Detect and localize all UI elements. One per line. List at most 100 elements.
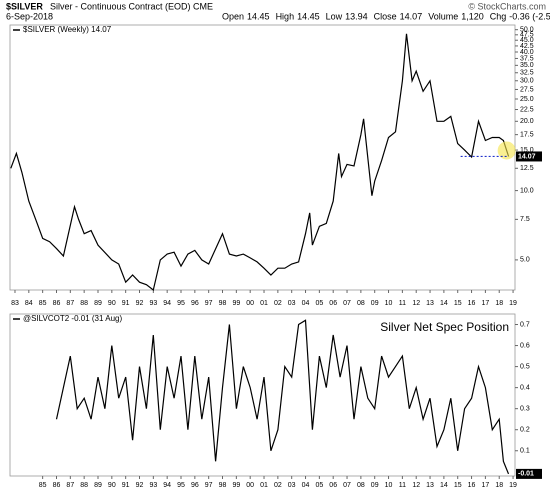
stat-value: 14.45 <box>297 11 320 21</box>
x-tick-label: 09 <box>371 482 379 489</box>
x-tick-label: 96 <box>191 300 199 307</box>
x-tick-label: 14 <box>440 300 448 307</box>
y-tick-label: 0.6 <box>520 342 530 349</box>
y-tick-label: 42.5 <box>520 43 534 50</box>
last-value-label: -0.01 <box>518 471 534 478</box>
x-tick-label: 05 <box>315 482 323 489</box>
x-tick-label: 14 <box>440 482 448 489</box>
last-value-box <box>516 468 542 479</box>
x-tick-label: 87 <box>66 300 74 307</box>
x-tick-label: 84 <box>25 300 33 307</box>
y-tick-label: 17.5 <box>520 131 534 138</box>
x-tick-label: 04 <box>302 300 310 307</box>
x-tick-label: 93 <box>149 482 157 489</box>
stat-value: 13.94 <box>345 11 368 21</box>
x-tick-label: 99 <box>232 300 240 307</box>
stat-label: High <box>276 11 295 21</box>
x-tick-label: 19 <box>509 482 517 489</box>
series-line <box>55 319 510 475</box>
y-tick-label: 22.5 <box>520 106 534 113</box>
series-line <box>10 33 510 292</box>
x-tick-label: 92 <box>136 482 144 489</box>
x-tick-label: 97 <box>205 300 213 307</box>
x-tick-label: 89 <box>94 482 102 489</box>
x-tick-label: 94 <box>163 482 171 489</box>
x-tick-label: 09 <box>371 300 379 307</box>
y-tick-label: 25.0 <box>520 96 534 103</box>
highlight <box>497 141 516 160</box>
x-tick-label: 95 <box>177 300 185 307</box>
y-tick-label: 37.5 <box>520 55 534 62</box>
legend-label: @SILVCOT2 -0.01 (31 Aug) <box>23 314 122 323</box>
y-tick-label: 40.0 <box>520 49 534 56</box>
x-tick-label: 08 <box>357 482 365 489</box>
x-tick-label: 17 <box>481 300 489 307</box>
x-tick-label: 16 <box>468 300 476 307</box>
x-tick-label: 02 <box>274 482 282 489</box>
x-tick-label: 00 <box>246 300 254 307</box>
y-tick-label: 7.5 <box>520 216 530 223</box>
y-tick-label: 5.0 <box>520 257 530 264</box>
x-tick-label: 85 <box>39 300 47 307</box>
x-tick-label: 15 <box>454 300 462 307</box>
x-tick-label: 92 <box>136 300 144 307</box>
x-tick-label: 91 <box>122 482 130 489</box>
last-value-box <box>516 151 542 162</box>
x-tick-label: 05 <box>315 300 323 307</box>
date: 6-Sep-2018 <box>6 11 53 21</box>
y-tick-label: 0.7 <box>520 321 530 328</box>
y-tick-label: 0.1 <box>520 448 530 455</box>
x-tick-label: 04 <box>302 482 310 489</box>
y-tick-label: 10.0 <box>520 187 534 194</box>
x-tick-label: 97 <box>205 482 213 489</box>
y-tick-label: 50.0 <box>520 27 534 34</box>
y-tick-label: 0.2 <box>520 427 530 434</box>
y-tick-label: 15.0 <box>520 147 534 154</box>
x-tick-label: 06 <box>329 482 337 489</box>
source: © StockCharts.com <box>468 1 546 11</box>
stat-value: 14.45 <box>247 11 270 21</box>
x-tick-label: 01 <box>260 300 268 307</box>
last-value-label: 14.07 <box>518 153 536 160</box>
y-tick-label: 32.5 <box>520 70 534 77</box>
x-tick-label: 02 <box>274 300 282 307</box>
y-tick-label: 0.5 <box>520 363 530 370</box>
x-tick-label: 06 <box>329 300 337 307</box>
y-tick-label: 45.0 <box>520 37 534 44</box>
x-tick-label: 88 <box>80 482 88 489</box>
x-tick-label: 13 <box>426 300 434 307</box>
x-tick-label: 01 <box>260 482 268 489</box>
x-tick-label: 98 <box>219 300 227 307</box>
x-tick-label: 03 <box>288 300 296 307</box>
y-tick-label: 0.3 <box>520 406 530 413</box>
x-tick-label: 86 <box>53 482 61 489</box>
x-tick-label: 90 <box>108 300 116 307</box>
x-tick-label: 85 <box>39 482 47 489</box>
x-tick-label: 99 <box>232 482 240 489</box>
x-tick-label: 07 <box>343 482 351 489</box>
x-tick-label: 11 <box>399 482 406 489</box>
x-tick-label: 95 <box>177 482 185 489</box>
x-tick-label: 11 <box>399 300 406 307</box>
x-tick-label: 86 <box>53 300 61 307</box>
x-tick-label: 89 <box>94 300 102 307</box>
x-tick-label: 94 <box>163 300 171 307</box>
x-tick-label: 12 <box>412 482 420 489</box>
y-tick-label: 35.0 <box>520 62 534 69</box>
x-tick-label: 08 <box>357 300 365 307</box>
stat-value: 1,120 <box>461 11 484 21</box>
x-tick-label: 91 <box>122 300 130 307</box>
x-tick-label: 90 <box>108 482 116 489</box>
x-tick-label: 96 <box>191 482 199 489</box>
y-tick-label: 0.4 <box>520 384 530 391</box>
x-tick-label: 83 <box>11 300 19 307</box>
symbol: $SILVER <box>6 1 43 11</box>
legend-label: $SILVER (Weekly) 14.07 <box>23 25 112 34</box>
stat-value: 14.07 <box>400 11 423 21</box>
x-tick-label: 15 <box>454 482 462 489</box>
x-tick-label: 98 <box>219 482 227 489</box>
x-tick-label: 10 <box>385 300 393 307</box>
x-tick-label: 10 <box>385 482 393 489</box>
